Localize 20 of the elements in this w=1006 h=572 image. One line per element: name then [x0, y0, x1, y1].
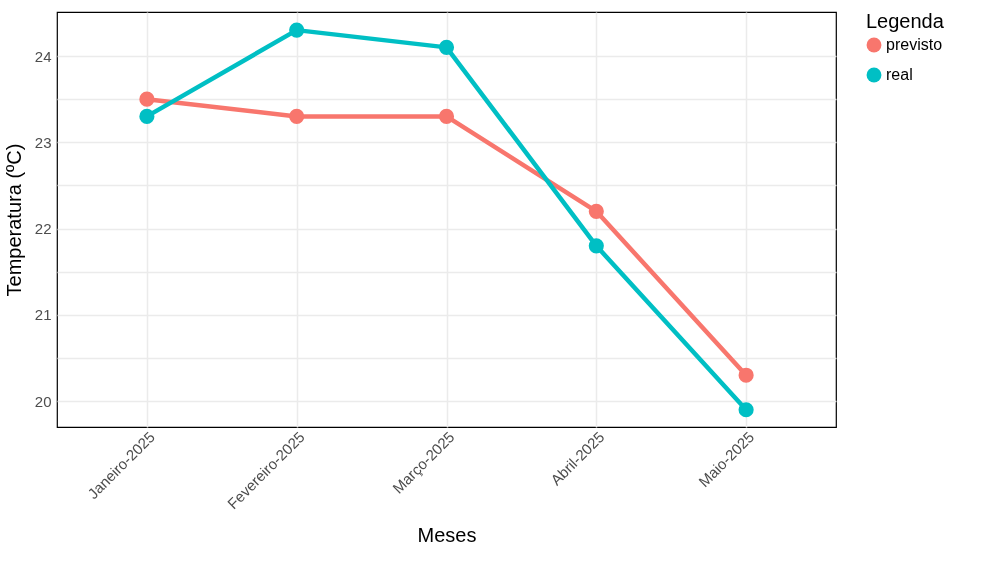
point	[738, 367, 754, 383]
point	[438, 39, 455, 55]
point	[139, 108, 155, 124]
point	[289, 108, 305, 124]
y-axis-title: Temperatura (ºC)	[2, 143, 25, 297]
y-tick-label: 24	[34, 47, 52, 65]
point	[289, 22, 305, 38]
point	[139, 91, 155, 107]
legend-label: previsto	[886, 36, 943, 53]
y-tick-label: 23	[34, 133, 52, 151]
point	[588, 203, 604, 219]
x-axis-title: Meses	[417, 524, 477, 547]
y-tick-label: 22	[34, 220, 52, 238]
legend-label: real	[886, 66, 913, 83]
point	[588, 238, 604, 254]
y-tick-label: 21	[34, 306, 52, 324]
point	[438, 108, 455, 124]
point	[738, 402, 754, 418]
legend-title: Legenda	[866, 10, 945, 32]
y-tick-label: 20	[34, 392, 52, 410]
